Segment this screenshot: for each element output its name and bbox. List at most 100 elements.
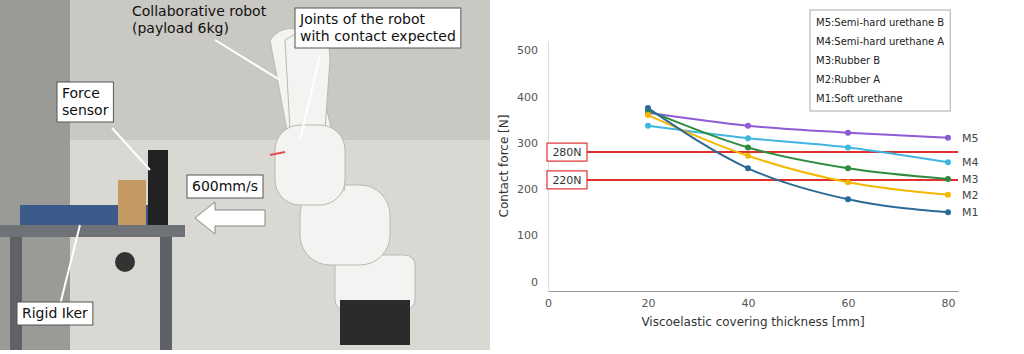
- legend-entry: M4:Semi-hard urethane A: [816, 36, 944, 47]
- series-end-label: M3: [962, 173, 979, 186]
- series-line: [648, 115, 948, 195]
- legend: M5:Semi-hard urethane B M4:Semi-hard uret…: [810, 10, 950, 111]
- series-marker: [845, 196, 851, 202]
- y-tick: 200: [517, 183, 548, 196]
- series-marker: [945, 159, 951, 165]
- y-tick: 100: [517, 229, 548, 242]
- reference-line: [548, 151, 958, 153]
- annotation-leader: [215, 40, 280, 80]
- series-end-label: M4: [962, 156, 979, 169]
- legend-entry: M3:Rubber B: [816, 55, 880, 66]
- series-end-label: M1: [962, 206, 979, 219]
- table-leg: [160, 237, 172, 350]
- series-marker: [645, 112, 651, 118]
- annotation-box: [17, 302, 93, 325]
- annotation-leader: [60, 225, 80, 305]
- series-marker: [645, 123, 651, 129]
- y-tick-label: 300: [517, 137, 538, 150]
- series-line: [648, 110, 948, 179]
- y-tick-label: 500: [517, 44, 538, 57]
- annotation-text: Force: [62, 85, 100, 101]
- y-axis-line: [548, 41, 549, 291]
- robot-joint: [275, 125, 345, 205]
- y-tick: 400: [517, 91, 548, 104]
- annotation-leader: [112, 128, 150, 170]
- plot-area: [548, 105, 958, 215]
- series-marker: [945, 135, 951, 141]
- x-tick-label: 20: [642, 297, 656, 310]
- x-axis-line: [549, 291, 959, 292]
- annotation-text: Rigid Iker: [22, 305, 88, 321]
- photo-panel: Collaborative robot(payload 6kg)Joints o…: [0, 0, 490, 350]
- series-line: [648, 108, 948, 212]
- x-tick-label: 0: [545, 297, 552, 310]
- reference-label: 280N: [547, 143, 587, 161]
- y-tick-label: 100: [517, 229, 538, 242]
- photo-annotation: Rigid Iker: [17, 225, 93, 325]
- x-tick-label: 60: [842, 297, 856, 310]
- annotation-text: Joints of the robot: [299, 11, 426, 27]
- photo-annotation: 600mm/s: [187, 175, 263, 198]
- table-leg: [10, 237, 22, 350]
- series-marker: [845, 179, 851, 185]
- table-top: [0, 225, 185, 237]
- x-tick: 40: [742, 291, 756, 310]
- series-marker: [845, 130, 851, 136]
- annotation-box: [295, 8, 461, 48]
- y-tick-label: 0: [531, 276, 538, 289]
- legend-entry: M5:Semi-hard urethane B: [816, 17, 944, 28]
- y-tick-label: 400: [517, 91, 538, 104]
- legend-entry: M2:Rubber A: [816, 74, 880, 85]
- chart: 0 20 40 60 80 0 100 200 300 400 500 Viscoelastic co…: [497, 10, 979, 329]
- y-axis-title: Contact force [N]: [497, 115, 511, 218]
- legend-box: [810, 10, 950, 111]
- force-sensor-plate: [148, 150, 168, 225]
- series-marker: [745, 144, 751, 150]
- series-end-label: M2: [962, 189, 979, 202]
- x-tick: 0: [545, 291, 552, 310]
- annotation-text: Collaborative robot: [132, 3, 267, 19]
- annotation-box: [57, 82, 113, 122]
- x-tick-label: 80: [942, 297, 956, 310]
- series-marker: [845, 165, 851, 171]
- photo-wall: [0, 0, 490, 140]
- roller: [115, 252, 135, 272]
- wood-block: [118, 180, 146, 225]
- contact-mark: [270, 152, 285, 155]
- legend-entry: M1:Soft urethane: [816, 93, 903, 104]
- series-end-label: M5: [962, 132, 979, 145]
- y-axis: 0 100 200 300 400 500: [517, 41, 549, 291]
- series-marker: [945, 209, 951, 215]
- y-tick: 300: [517, 137, 548, 150]
- x-axis: 0 20 40 60 80: [545, 291, 959, 310]
- annotation-text: (payload 6kg): [132, 20, 229, 36]
- canvas-svg: Collaborative robot(payload 6kg)Joints o…: [0, 0, 1024, 354]
- series-marker: [745, 153, 751, 159]
- page-root: Collaborative robot(payload 6kg)Joints o…: [0, 0, 1024, 354]
- motion-arrow: [195, 202, 265, 234]
- series-marker: [645, 105, 651, 111]
- reference-line: [548, 179, 958, 181]
- series-line: [648, 126, 948, 163]
- series-marker: [945, 176, 951, 182]
- annotation-leader: [300, 55, 320, 140]
- annotation-text: with contact expected: [300, 28, 456, 44]
- x-axis-title: Viscoelastic covering thickness [mm]: [641, 315, 864, 329]
- x-tick-label: 40: [742, 297, 756, 310]
- series-marker: [945, 192, 951, 198]
- x-tick: 80: [942, 291, 956, 310]
- reference-label-box: [547, 171, 587, 189]
- series-marker: [845, 144, 851, 150]
- x-tick: 60: [842, 291, 856, 310]
- photo-annotation: Joints of the robotwith contact expected: [295, 8, 461, 140]
- series-marker: [745, 165, 751, 171]
- series-marker: [745, 123, 751, 129]
- y-tick: 0: [531, 276, 548, 289]
- photo-door: [0, 0, 70, 350]
- y-tick: 500: [517, 44, 548, 57]
- reference-label-text: 220N: [552, 174, 581, 187]
- photo-annotation: Collaborative robot(payload 6kg): [132, 3, 280, 80]
- photo-background: [0, 0, 490, 350]
- annotation-text: 600mm/s: [192, 178, 258, 194]
- series-marker: [745, 135, 751, 141]
